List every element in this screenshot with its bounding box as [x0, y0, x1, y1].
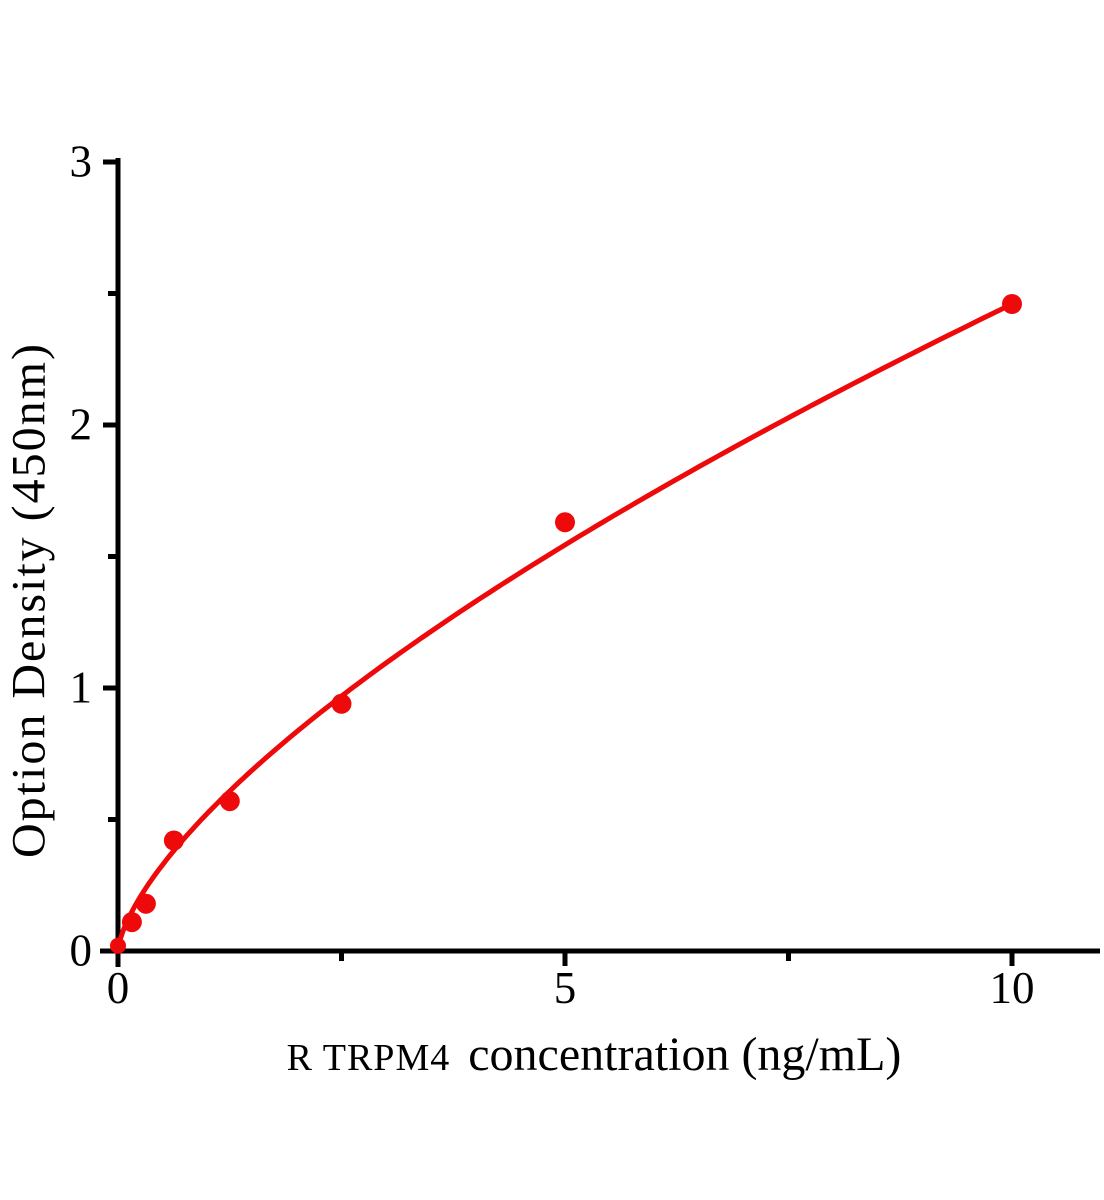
- y-tick-label-2: 2: [69, 399, 93, 450]
- x-tick-label-10: 10: [989, 963, 1035, 1013]
- data-point: [1002, 294, 1022, 314]
- y-axis-title: Option Density (450nm): [2, 342, 56, 858]
- data-point: [135, 893, 156, 914]
- y-tick-label-3: 3: [69, 136, 93, 187]
- x-axis-title-unit-text: concentration (ng/mL): [468, 1028, 902, 1081]
- data-point: [163, 830, 184, 851]
- y-tick-label-0: 0: [69, 925, 93, 976]
- data-point: [555, 512, 575, 533]
- x-tick-label-0: 0: [106, 963, 130, 1013]
- data-point: [331, 693, 352, 714]
- x-axis-title: R TRPM4 concentration (ng/mL): [286, 1028, 902, 1082]
- data-point: [110, 937, 126, 954]
- fit-curve: [115, 301, 1015, 954]
- x-axis-title-sample-name: R TRPM4: [286, 1037, 451, 1079]
- data-point: [219, 791, 240, 812]
- y-tick-label-1: 1: [69, 662, 93, 713]
- data-point: [121, 912, 142, 933]
- x-tick-label-5: 5: [553, 963, 577, 1013]
